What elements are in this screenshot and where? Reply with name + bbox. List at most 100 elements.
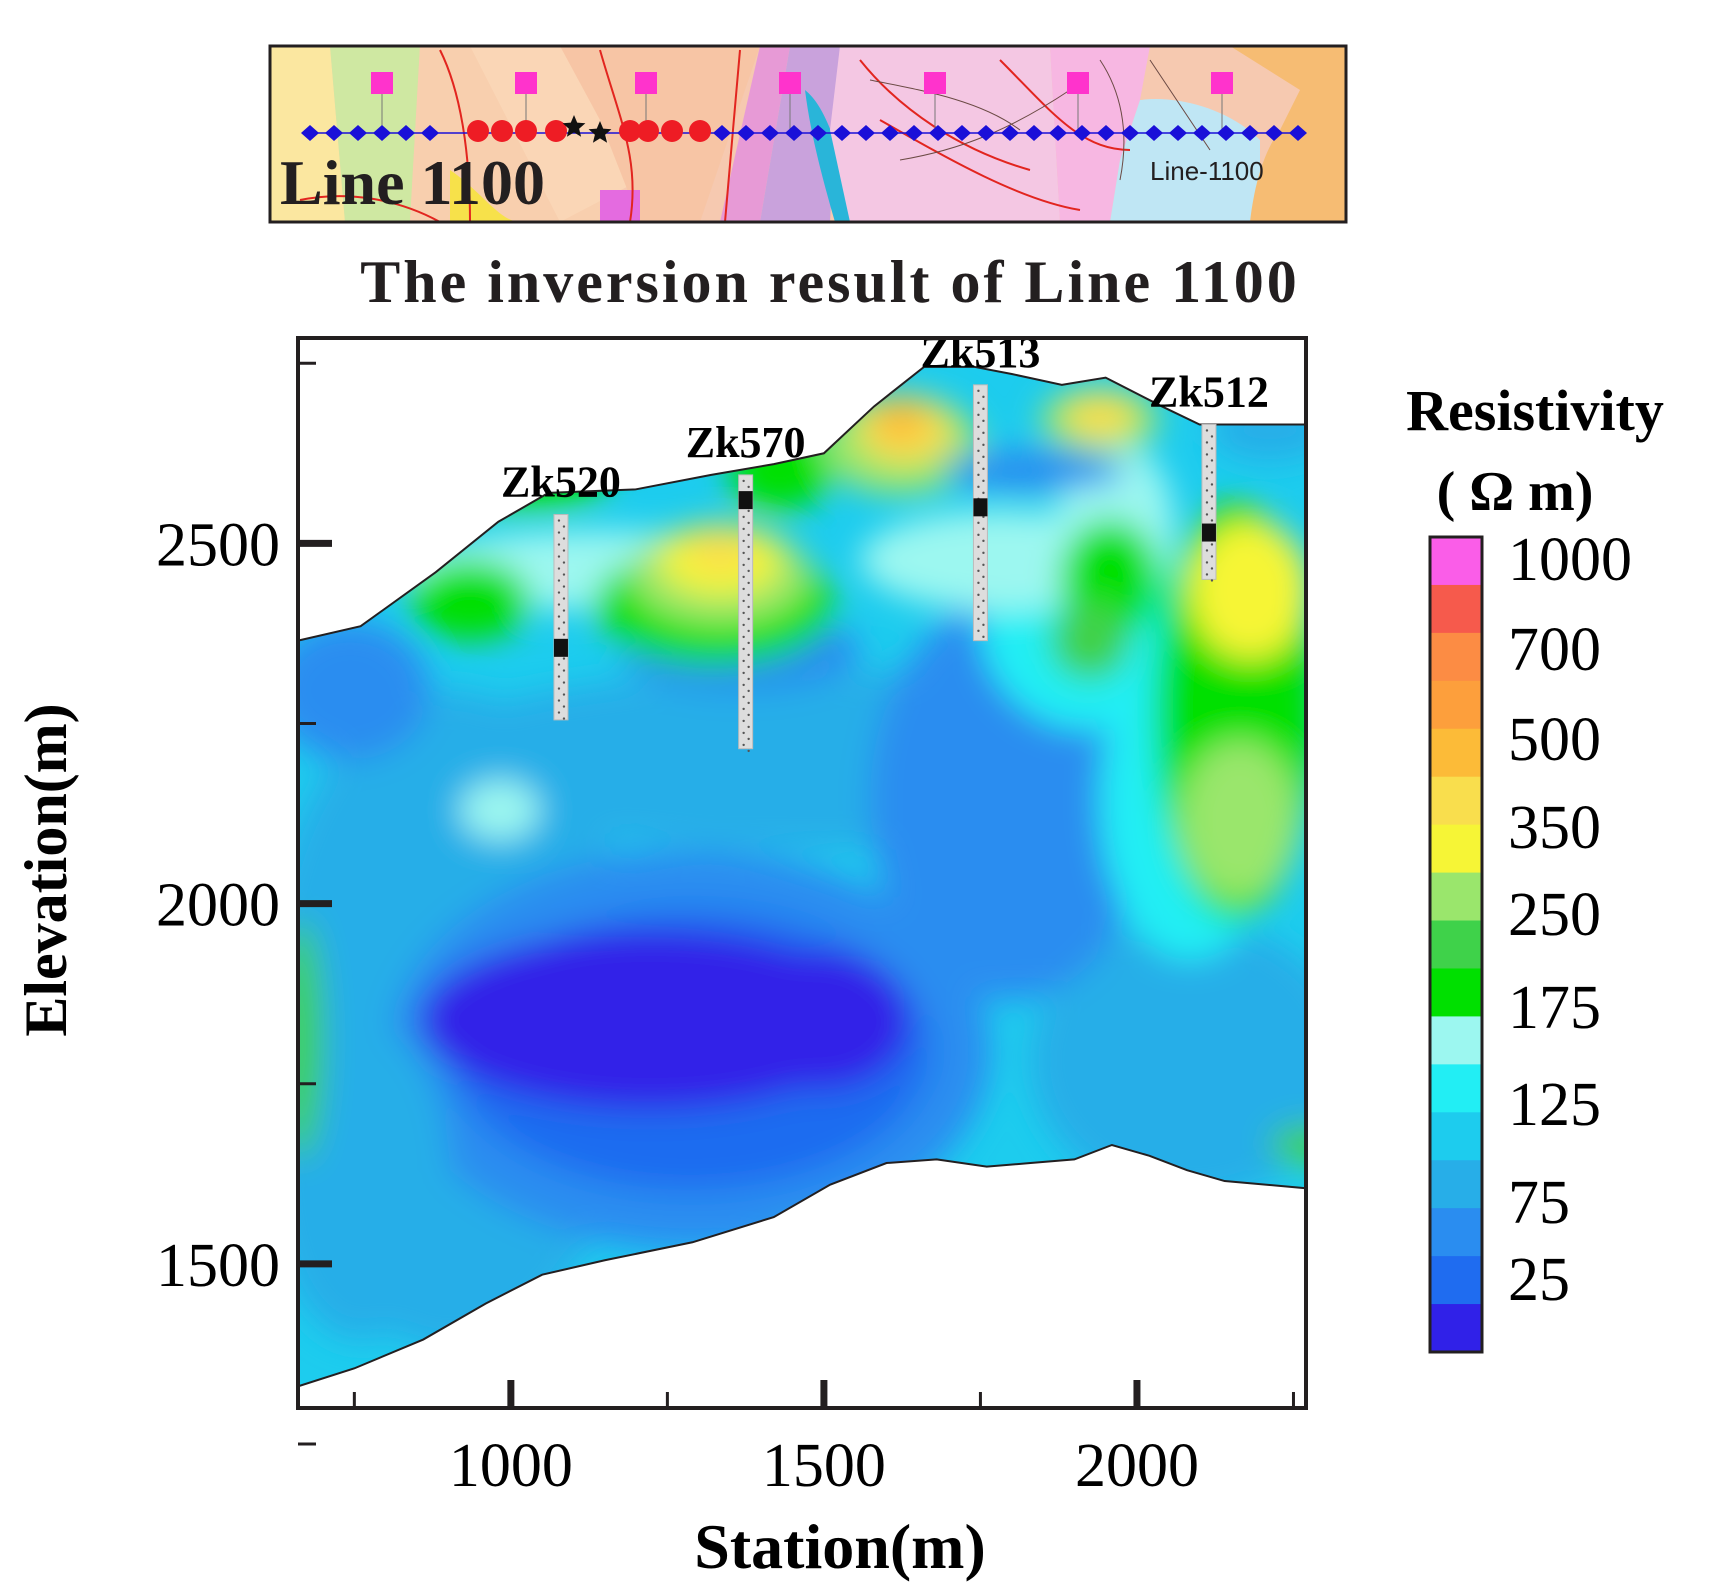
station-marker bbox=[1025, 125, 1043, 141]
station-marker bbox=[373, 125, 391, 141]
anomaly-blob bbox=[874, 398, 926, 442]
mt-site-marker bbox=[924, 72, 946, 94]
station-marker bbox=[833, 125, 851, 141]
anomalous-station-marker bbox=[637, 120, 659, 142]
station-marker bbox=[1289, 125, 1307, 141]
anomaly-blob bbox=[1270, 1125, 1306, 1165]
station-marker bbox=[1049, 125, 1067, 141]
station-marker bbox=[857, 125, 875, 141]
station-marker bbox=[325, 125, 343, 141]
colorbar-tick-label: 500 bbox=[1508, 706, 1601, 774]
station-marker bbox=[905, 125, 923, 141]
colorbar-swatch bbox=[1430, 824, 1482, 874]
colorbar-swatch bbox=[1430, 584, 1482, 634]
anomaly-blob bbox=[1180, 740, 1300, 900]
x-axis-title: Station(m) bbox=[694, 1511, 986, 1582]
resistivity-section bbox=[298, 366, 1306, 1387]
mt-site-marker bbox=[371, 72, 393, 94]
anomalous-station-marker bbox=[689, 120, 711, 142]
mt-site-marker bbox=[779, 72, 801, 94]
mt-site-marker bbox=[1211, 72, 1233, 94]
x-tick-label: 2000 bbox=[1075, 1432, 1199, 1500]
colorbar-tick-label: 25 bbox=[1508, 1246, 1570, 1314]
ore-interval-marker bbox=[973, 498, 988, 517]
x-tick-label: 1000 bbox=[449, 1432, 573, 1500]
station-marker bbox=[1097, 125, 1115, 141]
mt-site-marker bbox=[515, 72, 537, 94]
anomaly-blob bbox=[298, 620, 430, 760]
station-marker bbox=[301, 125, 319, 141]
colorbar-swatch bbox=[1430, 632, 1482, 682]
anomaly-blob bbox=[410, 560, 530, 640]
anomalous-station-marker bbox=[515, 120, 537, 142]
map-inset: Line 1100 Line-1100 bbox=[268, 44, 1348, 224]
colorbar-swatch bbox=[1430, 1208, 1482, 1257]
station-marker bbox=[1001, 125, 1019, 141]
anomaly-blob bbox=[686, 528, 754, 572]
colorbar-tick-label: 1000 bbox=[1508, 526, 1632, 594]
station-marker bbox=[1241, 125, 1259, 141]
mt-site-marker bbox=[1067, 72, 1089, 94]
colorbar-tick-label: 250 bbox=[1508, 881, 1601, 949]
station-marker bbox=[977, 125, 995, 141]
station-marker bbox=[1217, 125, 1235, 141]
colorbar-unit: ( Ω m) bbox=[1437, 461, 1594, 523]
station-marker bbox=[1145, 125, 1163, 141]
borehole-zk512: Zk512 bbox=[1149, 367, 1269, 582]
station-marker bbox=[1073, 125, 1091, 141]
colorbar-tick-label: 125 bbox=[1508, 1071, 1601, 1139]
borehole-star-marker bbox=[588, 121, 612, 143]
ore-interval-marker bbox=[738, 491, 753, 510]
station-marker bbox=[1193, 125, 1211, 141]
borehole-zk570: Zk570 bbox=[686, 418, 806, 753]
anomaly-blob bbox=[1190, 520, 1306, 660]
colorbar-swatch bbox=[1430, 776, 1482, 826]
mt-site-marker bbox=[635, 72, 657, 94]
borehole-label: Zk570 bbox=[686, 418, 806, 467]
station-marker bbox=[953, 125, 971, 141]
station-marker bbox=[1265, 125, 1283, 141]
station-marker bbox=[809, 125, 827, 141]
axes: 1000 1500 2000 1500 2000 2500 bbox=[156, 361, 1295, 1500]
station-marker bbox=[713, 125, 731, 141]
colorbar-swatch bbox=[1430, 1064, 1482, 1113]
colorbar-swatch bbox=[1430, 537, 1482, 586]
inset-line-label: Line 1100 bbox=[280, 147, 545, 218]
borehole-star-marker bbox=[562, 115, 586, 137]
inset-map-line-label: Line-1100 bbox=[1150, 156, 1264, 186]
colorbar-swatch bbox=[1430, 872, 1482, 922]
station-marker bbox=[349, 125, 367, 141]
y-tick-label: 2500 bbox=[156, 511, 280, 579]
colorbar-swatch bbox=[1430, 680, 1482, 730]
conductor-anomaly bbox=[730, 950, 910, 1090]
station-marker bbox=[397, 125, 415, 141]
chart-title: The inversion result of Line 1100 bbox=[360, 249, 1300, 315]
anomalous-station-marker bbox=[619, 120, 641, 142]
colorbar-tick-label: 700 bbox=[1508, 616, 1601, 684]
mt-site-markers bbox=[371, 72, 1233, 130]
station-marker bbox=[1121, 125, 1139, 141]
anomalous-station-marker bbox=[467, 120, 489, 142]
anomaly-blob bbox=[1050, 600, 1130, 680]
colorbar-swatch bbox=[1430, 1160, 1482, 1209]
station-marker bbox=[881, 125, 899, 141]
station-marker bbox=[785, 125, 803, 141]
colorbar-title: Resistivity bbox=[1406, 378, 1664, 443]
borehole-label: Zk513 bbox=[921, 328, 1041, 377]
station-markers bbox=[301, 115, 1307, 143]
anomalous-station-marker bbox=[545, 120, 567, 142]
colorbar-swatch bbox=[1430, 1016, 1482, 1065]
ore-interval-marker bbox=[553, 638, 568, 657]
boreholes: Zk520 Zk570 Zk513 Zk512 bbox=[501, 328, 1269, 753]
borehole-zk520: Zk520 bbox=[501, 458, 621, 721]
colorbar: 1000 700 500 350 250 175 125 75 25 bbox=[1428, 526, 1632, 1354]
station-marker bbox=[421, 125, 439, 141]
y-tick-label: 2000 bbox=[156, 872, 280, 940]
colorbar-swatch bbox=[1430, 1112, 1482, 1161]
colorbar-swatch bbox=[1430, 968, 1482, 1017]
plot-frame bbox=[296, 336, 1308, 1410]
section-outline bbox=[297, 365, 1307, 1388]
borehole-label: Zk512 bbox=[1149, 367, 1269, 416]
colorbar-swatch bbox=[1430, 1304, 1482, 1353]
